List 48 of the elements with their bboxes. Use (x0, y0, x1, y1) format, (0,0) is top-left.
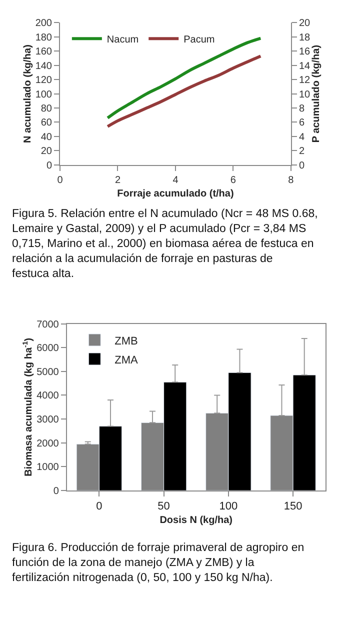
x-axis-title: Forraje acumulado (t/ha) (117, 188, 234, 200)
legend-label: ZMB (114, 335, 138, 348)
y-tick-label: 2000 (36, 438, 60, 450)
y2-tick-label: 2 (298, 146, 305, 158)
y2-tick-label: 16 (298, 46, 311, 58)
y-axis-title: N acumulado (kg/ha) (22, 44, 34, 143)
x-axis-title: Dosis N (kg/ha) (160, 515, 233, 526)
y-tick-label: 6000 (36, 343, 60, 354)
y-tick-label: 100 (35, 89, 52, 100)
y-tick-label: 140 (35, 60, 52, 72)
y-tick-label: 20 (40, 146, 52, 158)
y2-tick-label: 20 (298, 18, 311, 30)
y2-tick-label: 8 (298, 103, 305, 114)
y-tick-label: 1000 (36, 462, 60, 474)
x-tick-label: 50 (158, 500, 170, 513)
y2-tick-label: 6 (298, 118, 305, 129)
y-tick-label: 4000 (36, 390, 60, 402)
y2-tick-label: 4 (298, 132, 305, 143)
y-tick-label: 0 (53, 486, 60, 498)
y2-tick-label: 18 (298, 32, 311, 44)
x-tick-label: 6 (230, 174, 236, 186)
y2-tick-label: 14 (298, 60, 311, 72)
y-tick-label: 40 (40, 132, 52, 143)
y2-tick-label: 10 (298, 89, 311, 100)
x-tick-label: 100 (219, 500, 238, 513)
y-tick-label: 200 (35, 18, 52, 30)
text: Figura 6. Producción de forraje primaveral de agropiro en función de la zona de manejo (ZMA y ZMB) y la fertilización nitrogenada (0, 50, 100 y 150 kg N/ha). (12, 542, 304, 584)
legend-label: Nacum (106, 34, 139, 46)
y2-axis-title: P acumulado (kg/ha) (311, 44, 322, 143)
y-tick-label: 120 (35, 75, 52, 86)
y-tick-label: 0 (46, 160, 52, 172)
y2-tick-label: 0 (298, 160, 305, 172)
x-tick-label: 150 (284, 500, 302, 513)
y-tick-label: 180 (35, 32, 52, 44)
y-tick-label: 7000 (36, 319, 60, 330)
x-tick-label: 0 (96, 500, 102, 513)
legend-label: Pacum (184, 34, 215, 46)
x-tick-label: 2 (114, 174, 121, 186)
x-tick-label: 4 (172, 174, 179, 186)
y2-tick-label: 12 (298, 75, 311, 86)
y-tick-label: 5000 (36, 366, 60, 378)
y-tick-label: 160 (35, 46, 52, 58)
x-tick-label: 8 (288, 174, 294, 186)
y-tick-label: 3000 (36, 414, 60, 426)
y-tick-label: 80 (40, 103, 52, 114)
legend-label: ZMA (114, 354, 139, 366)
text: Figura 5. Relación entre el N acumulado (Ncr = 48 MS 0.68, Lemaire y Gastal, 2009) y el P acumulado (Pcr = 3,84 MS 0,715, Marino et al., 2000) en biomasa aérea de festuca en relación a la acumulación de forraje en pasturas de festuca alta. (12, 208, 318, 280)
y-tick-label: 60 (40, 118, 52, 129)
